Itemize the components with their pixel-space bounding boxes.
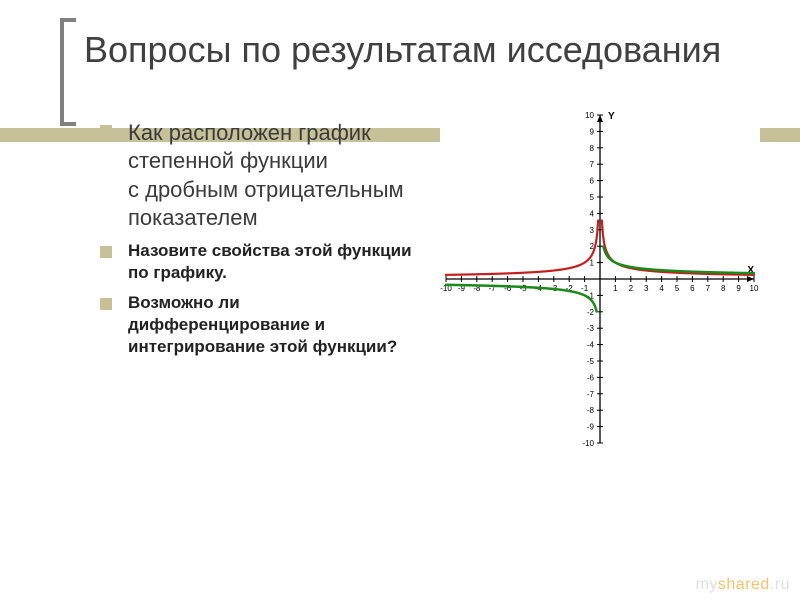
svg-text:-8: -8 [587,406,595,415]
svg-text:3: 3 [644,284,649,293]
svg-text:-9: -9 [587,423,595,432]
svg-text:-10: -10 [582,439,594,448]
svg-text:6: 6 [590,177,595,186]
power-function-chart: -10-9-8-7-6-5-4-3-2-112345678910-10-9-8-… [440,109,760,449]
bullet-text: Как расположен график степенной функции … [128,119,420,232]
list-item: Назовите свойства этой функции по график… [100,240,420,284]
svg-text:7: 7 [590,160,595,169]
title-bracket [60,18,76,126]
svg-text:7: 7 [706,284,711,293]
svg-text:3: 3 [590,226,595,235]
svg-text:5: 5 [675,284,680,293]
svg-text:10: 10 [750,284,759,293]
watermark: myshared.ru [696,576,790,594]
svg-text:-3: -3 [587,324,595,333]
svg-text:2: 2 [629,284,634,293]
svg-text:8: 8 [721,284,726,293]
watermark-post: .ru [770,576,790,593]
list-item: Как расположен график степенной функции … [100,119,420,232]
svg-text:-7: -7 [587,390,595,399]
svg-text:-6: -6 [587,374,595,383]
svg-text:4: 4 [590,210,595,219]
svg-text:9: 9 [590,128,595,137]
svg-text:6: 6 [690,284,695,293]
bullet-list: Как расположен график степенной функции … [100,119,420,449]
svg-text:-5: -5 [519,284,527,293]
svg-text:Y: Y [608,111,615,122]
svg-text:4: 4 [659,284,664,293]
bullet-square-icon [100,246,112,258]
svg-text:9: 9 [736,284,741,293]
page-title: Вопросы по результатам исседования [84,28,800,71]
svg-text:1: 1 [590,259,595,268]
bullet-square-icon [100,125,112,137]
watermark-pre: my [696,576,718,593]
svg-text:-5: -5 [587,357,595,366]
svg-text:1: 1 [613,284,618,293]
list-item: Возможно ли дифференцирование и интегрир… [100,292,420,358]
svg-text:-4: -4 [587,341,595,350]
svg-text:-2: -2 [587,308,595,317]
bullet-text: Возможно ли дифференцирование и интегрир… [128,292,420,358]
watermark-accent: shared [718,576,770,593]
svg-text:8: 8 [590,144,595,153]
svg-text:10: 10 [585,111,594,120]
svg-text:5: 5 [590,193,595,202]
bullet-text: Назовите свойства этой функции по график… [128,240,420,284]
bullet-square-icon [100,298,112,310]
